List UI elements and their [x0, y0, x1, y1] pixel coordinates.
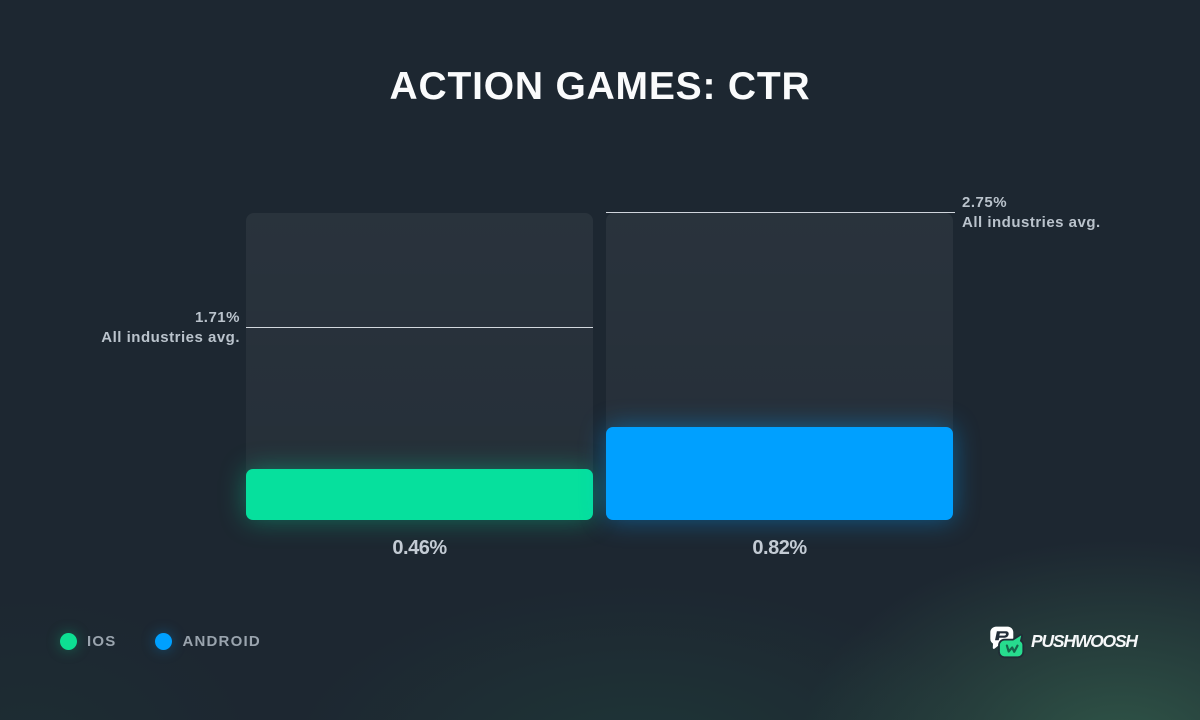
svg-text:PUSHWOOSH: PUSHWOOSH [1031, 631, 1138, 651]
